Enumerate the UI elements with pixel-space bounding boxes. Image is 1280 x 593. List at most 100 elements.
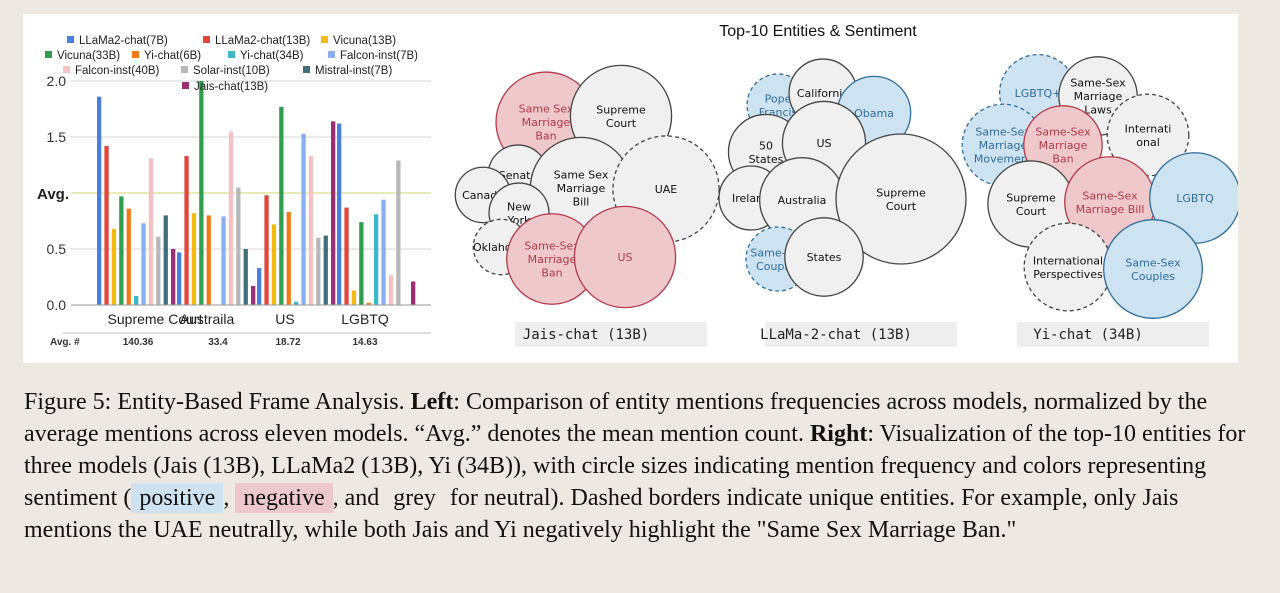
legend-label: Vicuna(13B) [333,35,396,47]
bar [134,296,139,305]
entity-bubble [784,217,864,297]
avg-label: Avg. [37,186,69,203]
entity-label: California [797,87,849,100]
legend-swatch [303,66,310,73]
entity-bubble [1149,152,1238,244]
entity-label: onal [1136,136,1160,149]
entity-label: Marriage [1039,139,1088,152]
bar [199,81,204,305]
legend-swatch [63,66,70,73]
model-label-box [515,322,707,347]
entity-label: Marriage Bill [1076,203,1145,216]
legend-swatch [203,36,210,43]
model-label: Jais-chat (13B) [523,327,649,343]
entity-label: Marriage [979,139,1028,152]
caption-grey-highlight: grey [393,485,436,511]
entity-label: Ban [1052,153,1073,166]
bar [294,301,299,305]
entity-label: Internati [1125,122,1172,135]
entity-label: 50 [759,139,773,152]
bar [308,156,314,305]
entity-bubble [745,226,811,292]
bar [141,223,146,305]
x-tick-label: Supreme Court [108,311,203,327]
entity-bubble [746,73,810,137]
entity-bubble [506,213,598,305]
entity-bubble [1103,219,1203,319]
entity-label: Canada [462,189,504,202]
bar [191,213,197,305]
caption-text-2: : Comparison of entity mentions frequenc… [24,389,1208,447]
bar [264,195,269,305]
entity-bubble [781,100,867,186]
entity-bubble [573,205,677,309]
bar [236,187,241,305]
entity-label: UAE [655,183,678,196]
entity-label: Ireland [732,192,770,205]
entity-label: Supreme [1006,191,1056,204]
bar [286,212,291,305]
caption-positive-highlight: positive [131,483,224,513]
bar [111,228,117,305]
legend-label: LLaMa2-chat(13B) [215,35,310,47]
entity-bubble [788,58,858,128]
caption-text-6: for neutral). Dashed borders indicate un… [24,485,1179,543]
entity-label: Laws [1084,104,1112,117]
avg-count-label: Avg. # [50,337,80,348]
bar [148,158,154,305]
entity-label: Same Sex [554,169,609,182]
avg-count-value: 14.63 [352,337,377,348]
legend-label: Solar-inst(10B) [193,65,270,77]
bar [337,123,342,305]
entity-label: Same-Sex [975,126,1031,139]
entity-label: Marriage [557,182,606,195]
model-label: Yi-chat (34B) [1033,327,1143,343]
legend-swatch [45,51,52,58]
bar [126,208,131,305]
entity-bubble [718,165,784,231]
x-tick-label: US [275,311,294,327]
caption-text-4: , [223,485,236,511]
entity-bubble [454,166,512,224]
bar [331,121,336,305]
legend-swatch [181,66,188,73]
entity-bubble [495,71,597,173]
entity-label: Movement [974,153,1033,166]
x-tick-label: LGBTQ [341,311,389,327]
entity-label: States [749,153,784,166]
entity-label: Court [606,117,637,130]
caption-left-label: Left [410,389,454,415]
entity-label: Couples [1131,270,1175,283]
entity-label: Same-Sex [1125,256,1181,269]
bar [271,224,277,305]
avg-count-value: 140.36 [123,337,154,348]
bar [374,214,379,305]
entity-label: Same-Sex [1082,189,1138,202]
legend-label: LLaMa2-chat(7B) [79,35,168,47]
caption-text-1: Figure 5: Entity-Based Frame Analysis. [24,389,411,415]
entity-label: US [816,137,831,150]
entity-bubble [1064,156,1156,248]
legend-swatch [328,51,335,58]
bar [184,156,189,305]
caption-right-label: Right [809,421,868,447]
entity-label: Supreme [596,103,646,116]
bar [228,131,234,305]
bar [388,274,394,305]
caption-text-3: : Visualization of the top-10 entities f… [24,421,1246,511]
entity-label: Court [1016,205,1047,218]
legend-label: Falcon-inst(40B) [75,65,160,77]
entity-label: LGBTQ+ [1015,87,1062,100]
legend-swatch [321,36,328,43]
figure-panel: 0.0 0.5 1.5 2.0 Avg. Supreme Court Austraila US… [23,14,1238,363]
entity-label: Marriage [1074,90,1123,103]
entity-label: Pope [765,92,792,105]
bar [279,106,284,305]
bar [411,281,416,305]
entity-label: Couples [756,260,800,273]
entity-label: Supreme [876,186,926,199]
caption-negative-highlight: negative [235,483,333,513]
y-tick-label: 0.0 [47,297,67,313]
entity-label: Perspectives [1033,268,1103,281]
